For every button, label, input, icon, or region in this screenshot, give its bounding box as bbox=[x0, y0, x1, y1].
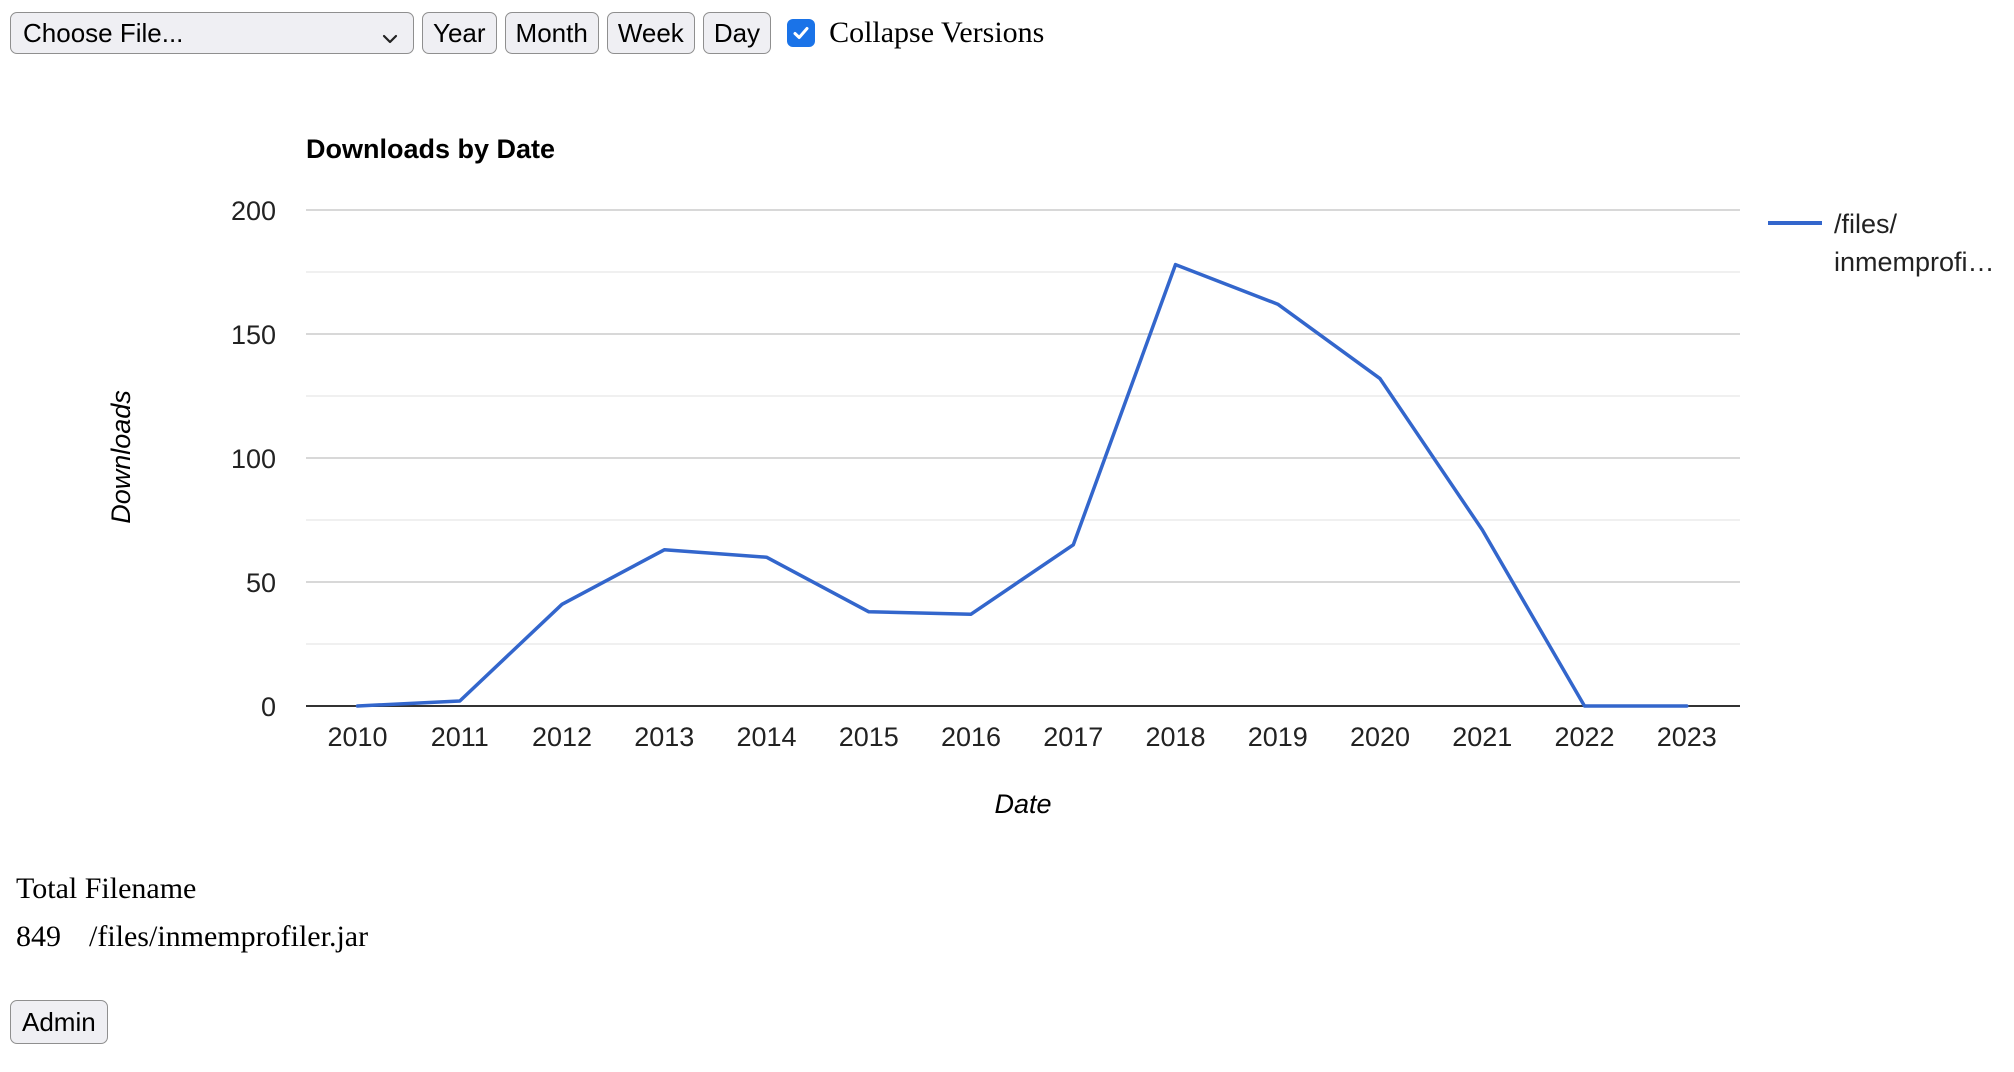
legend-label: /files/ bbox=[1834, 209, 1898, 239]
y-tick-label: 100 bbox=[231, 444, 276, 474]
x-tick-label: 2015 bbox=[839, 722, 899, 752]
x-axis-ticks: 2010 2011 2012 2013 2014 2015 2016 2017 2018 2019… bbox=[327, 722, 1716, 752]
chart-legend: /files/inmemprofi… bbox=[1768, 209, 1995, 277]
x-tick-label: 2010 bbox=[327, 722, 387, 752]
y-tick-label: 50 bbox=[246, 568, 276, 598]
table-row: 849 /files/inmemprofiler.jar bbox=[16, 913, 368, 961]
x-tick-label: 2023 bbox=[1657, 722, 1717, 752]
legend-label: inmemprofi… bbox=[1834, 247, 1995, 277]
admin-button[interactable]: Admin bbox=[10, 1000, 108, 1044]
day-button[interactable]: Day bbox=[702, 12, 772, 54]
y-tick-label: 150 bbox=[231, 320, 276, 350]
chart-title: Downloads by Date bbox=[306, 134, 555, 164]
total-value: 849 bbox=[16, 920, 61, 953]
totals-table: Total Filename 849 /files/inmemprofiler.… bbox=[16, 865, 368, 961]
x-tick-label: 2014 bbox=[736, 722, 796, 752]
file-select-value: Choose File... bbox=[23, 17, 184, 48]
x-tick-label: 2018 bbox=[1145, 722, 1205, 752]
totals-header: Total Filename bbox=[16, 865, 368, 913]
filename-value: /files/inmemprofiler.jar bbox=[89, 920, 369, 953]
year-button[interactable]: Year bbox=[422, 12, 497, 54]
x-tick-label: 2020 bbox=[1350, 722, 1410, 752]
toolbar: Choose File... Year Month Week Day Colla… bbox=[10, 11, 1044, 55]
x-tick-label: 2012 bbox=[532, 722, 592, 752]
week-button[interactable]: Week bbox=[606, 12, 695, 54]
x-tick-label: 2016 bbox=[941, 722, 1001, 752]
x-tick-label: 2011 bbox=[431, 722, 489, 752]
filename-header: Filename bbox=[84, 872, 197, 905]
chevron-down-icon bbox=[381, 24, 399, 44]
month-button[interactable]: Month bbox=[504, 12, 599, 54]
y-tick-label: 200 bbox=[231, 196, 276, 226]
downloads-chart: Downloads by Date 0 50 100 150 200 2010 2011 2… bbox=[0, 80, 2014, 840]
x-tick-label: 2021 bbox=[1452, 722, 1512, 752]
collapse-versions-label: Collapse Versions bbox=[829, 16, 1045, 49]
y-axis-ticks: 0 50 100 150 200 bbox=[231, 196, 276, 722]
x-tick-label: 2017 bbox=[1043, 722, 1103, 752]
series-line bbox=[355, 262, 1689, 708]
y-tick-label: 0 bbox=[261, 692, 276, 722]
total-header: Total bbox=[16, 872, 78, 905]
file-select[interactable]: Choose File... bbox=[10, 12, 414, 54]
y-axis-label: Downloads bbox=[106, 390, 136, 524]
x-tick-label: 2019 bbox=[1248, 722, 1308, 752]
x-tick-label: 2013 bbox=[634, 722, 694, 752]
x-tick-label: 2022 bbox=[1554, 722, 1614, 752]
checkmark-icon bbox=[793, 27, 809, 39]
x-axis-label: Date bbox=[994, 789, 1051, 819]
chart-gridlines bbox=[306, 209, 1740, 645]
collapse-versions-checkbox[interactable] bbox=[787, 19, 816, 47]
chart-series bbox=[355, 262, 1689, 708]
